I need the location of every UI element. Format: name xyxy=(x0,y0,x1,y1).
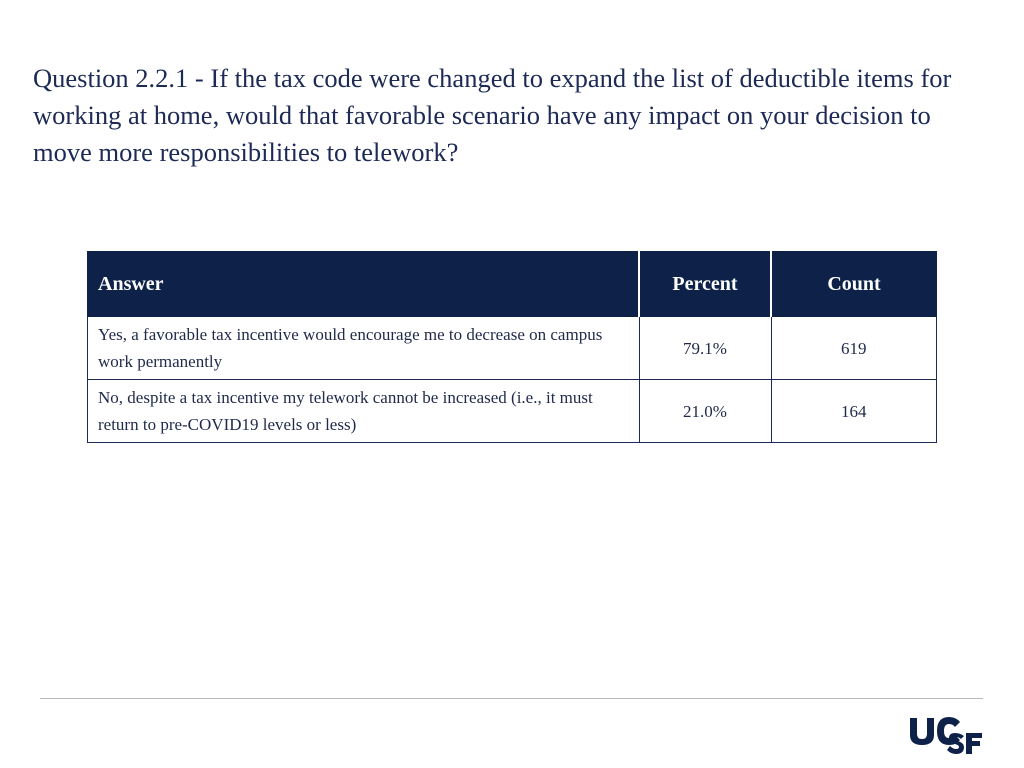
row-percent: 21.0% xyxy=(638,379,772,443)
table-header-row: Answer Percent Count xyxy=(87,251,937,317)
row-percent: 79.1% xyxy=(638,316,772,380)
header-percent: Percent xyxy=(638,251,772,317)
header-answer: Answer xyxy=(87,251,640,317)
table-row: No, despite a tax incentive my telework … xyxy=(87,379,937,443)
row-count: 164 xyxy=(770,379,937,443)
row-answer: No, despite a tax incentive my telework … xyxy=(87,379,640,443)
footer-divider xyxy=(40,698,983,699)
header-count: Count xyxy=(770,251,937,317)
ucsf-logo xyxy=(910,717,982,754)
row-count: 619 xyxy=(770,316,937,380)
table-row: Yes, a favorable tax incentive would enc… xyxy=(87,316,937,380)
row-answer: Yes, a favorable tax incentive would enc… xyxy=(87,316,640,380)
slide-title: Question 2.2.1 - If the tax code were ch… xyxy=(33,63,952,167)
results-table: Answer Percent Count Yes, a favorable ta… xyxy=(87,251,937,443)
